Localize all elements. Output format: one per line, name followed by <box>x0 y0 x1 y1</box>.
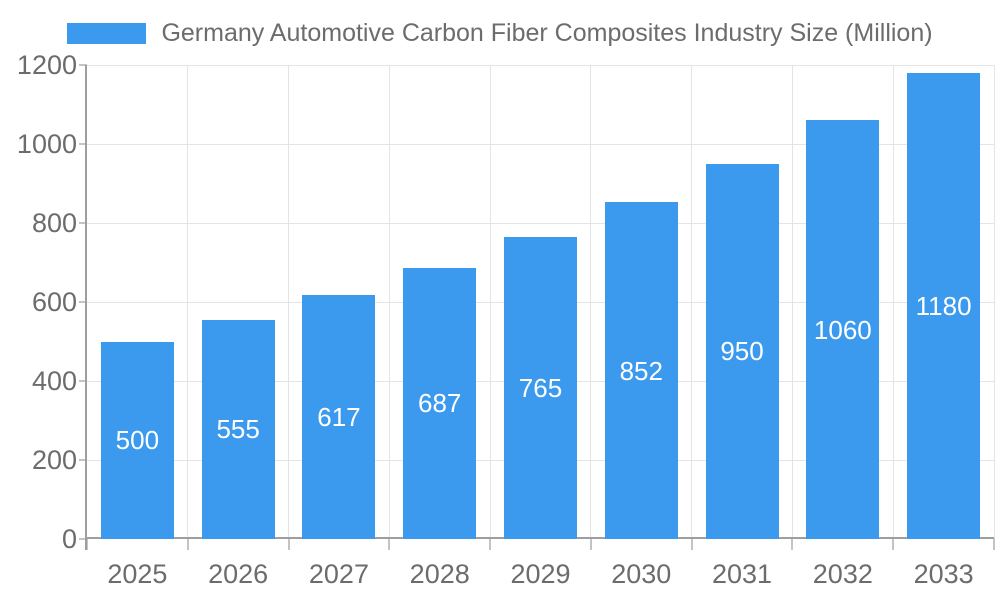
x-tick-label: 2033 <box>913 559 974 589</box>
y-gridline <box>87 143 994 145</box>
y-tick-label: 400 <box>31 365 77 396</box>
x-gridline <box>691 65 693 539</box>
bar[interactable]: 1180 <box>907 72 981 539</box>
y-tick-mark <box>79 380 87 382</box>
x-tick-mark <box>489 539 492 550</box>
x-gridline <box>993 65 995 539</box>
bar[interactable]: 555 <box>201 319 275 539</box>
bar[interactable]: 950 <box>705 163 779 539</box>
x-tick-label: 2031 <box>712 559 773 589</box>
x-tick-mark <box>993 539 995 550</box>
bar[interactable]: 687 <box>403 267 477 539</box>
x-gridline <box>288 65 290 539</box>
y-tick-mark <box>79 301 87 303</box>
y-axis-line <box>85 65 87 550</box>
bar-value-label: 1060 <box>813 314 872 345</box>
y-tick-mark <box>79 538 87 540</box>
x-tick-label: 2032 <box>812 559 873 589</box>
x-tick-label: 2029 <box>510 559 571 589</box>
y-tick-label: 1200 <box>16 49 77 80</box>
x-gridline <box>590 65 592 539</box>
x-gridline <box>187 65 189 539</box>
y-tick-mark <box>79 459 87 461</box>
legend-item[interactable]: Germany Automotive Carbon Fiber Composit… <box>0 16 1000 50</box>
bar-value-label: 555 <box>216 414 260 445</box>
x-tick-mark <box>388 539 391 550</box>
legend-swatch <box>67 22 147 44</box>
y-gridline <box>87 222 994 224</box>
bar[interactable]: 852 <box>604 202 678 539</box>
x-tick-mark <box>287 539 290 550</box>
bar-value-label: 852 <box>619 355 663 386</box>
bar[interactable]: 765 <box>504 236 577 539</box>
bar-value-label: 617 <box>317 402 361 433</box>
x-tick-mark <box>86 539 88 550</box>
bar-value-label: 500 <box>115 425 160 456</box>
x-tick-mark <box>892 539 895 550</box>
x-gridline <box>489 65 491 539</box>
x-tick-label: 2027 <box>308 559 369 589</box>
bar[interactable]: 500 <box>100 341 174 539</box>
bar-value-label: 687 <box>418 388 462 419</box>
x-tick-mark <box>791 539 794 550</box>
legend-label: Germany Automotive Carbon Fiber Composit… <box>161 18 933 47</box>
bar-value-label: 1180 <box>915 290 972 321</box>
x-tick-label: 2028 <box>409 559 470 589</box>
x-tick-label: 2030 <box>611 559 672 589</box>
y-tick-label: 800 <box>31 207 77 238</box>
y-tick-label: 0 <box>61 523 77 554</box>
x-gridline <box>388 65 390 539</box>
y-tick-mark <box>79 143 87 145</box>
x-gridline <box>892 65 894 539</box>
x-tick-mark <box>589 539 592 550</box>
y-tick-label: 200 <box>31 444 77 475</box>
y-tick-label: 1000 <box>16 128 77 159</box>
bar[interactable]: 1060 <box>806 120 880 539</box>
bar-value-label: 765 <box>518 372 563 403</box>
x-gridline <box>791 65 793 539</box>
y-tick-mark <box>79 222 87 224</box>
bar[interactable]: 617 <box>302 295 376 539</box>
bar-value-label: 950 <box>720 336 764 367</box>
x-tick-mark <box>186 539 189 550</box>
x-tick-mark <box>690 539 693 550</box>
y-tick-label: 600 <box>31 286 77 317</box>
x-tick-label: 2025 <box>107 559 168 589</box>
y-tick-mark <box>79 64 87 66</box>
y-gridline <box>87 64 994 66</box>
x-tick-label: 2026 <box>208 559 269 589</box>
